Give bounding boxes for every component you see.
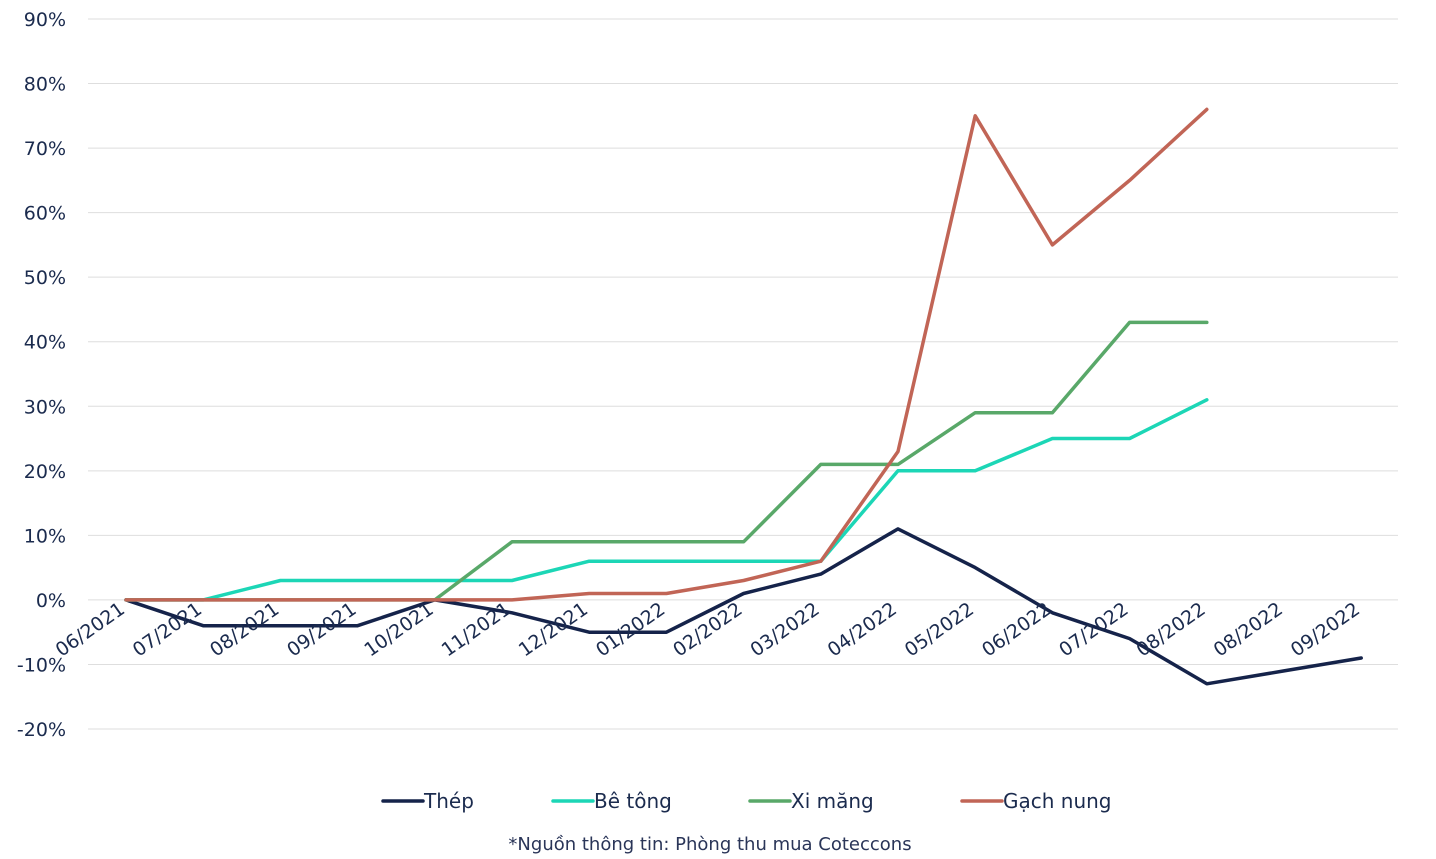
x-tick-label: 08/2022: [1210, 598, 1287, 661]
x-tick-label: 05/2022: [901, 598, 978, 661]
x-tick-label: 09/2021: [283, 598, 360, 661]
grid-layer: [88, 18, 1398, 730]
y-tick-label: 60%: [24, 203, 66, 225]
y-tick-label: 30%: [24, 396, 66, 418]
y-axis: 90% 80% 70% 60% 50% 40% 30% 20% 10% 0% -10% -20%: [17, 9, 66, 741]
y-tick-label: 20%: [24, 461, 66, 483]
y-tick-label: 0%: [36, 590, 66, 612]
legend-label-1: Bê tông: [594, 789, 672, 813]
legend-label-3: Gạch nung: [1003, 789, 1112, 813]
y-tick-label: 10%: [24, 525, 66, 547]
x-tick-label: 03/2022: [746, 598, 823, 661]
source-footnote: *Nguồn thông tin: Phòng thu mua Coteccon…: [508, 834, 911, 855]
x-tick-label: 07/2021: [129, 598, 206, 661]
x-tick-label: 09/2022: [1287, 598, 1364, 661]
series-line-3: [124, 107, 1209, 602]
y-tick-label: -20%: [17, 719, 66, 741]
x-tick-label: 07/2022: [1055, 598, 1132, 661]
legend: Thép Bê tông Xi măng Gạch nung: [381, 789, 1112, 813]
y-tick-label: 70%: [24, 138, 66, 160]
x-tick-label: 02/2022: [669, 598, 746, 661]
x-tick-label: 01/2022: [592, 598, 669, 661]
y-tick-label: 50%: [24, 267, 66, 289]
x-tick-label: 10/2021: [360, 598, 437, 661]
series-line-2: [124, 320, 1209, 602]
legend-label-2: Xi măng: [791, 789, 874, 813]
series-line-0: [124, 527, 1363, 686]
legend-label-0: Thép: [423, 789, 474, 813]
y-tick-label: 90%: [24, 9, 66, 31]
x-tick-label: 06/2022: [978, 598, 1055, 661]
x-tick-label: 08/2022: [1132, 598, 1209, 661]
y-tick-label: 80%: [24, 74, 66, 96]
series-layer: [124, 107, 1363, 686]
y-tick-label: 40%: [24, 332, 66, 354]
series-line-1: [124, 398, 1209, 602]
x-axis: 06/2021 07/2021 08/2021 09/2021 10/2021 11/20…: [52, 598, 1364, 661]
x-tick-label: 04/2022: [824, 598, 901, 661]
x-tick-label: 08/2021: [206, 598, 283, 661]
y-tick-label: -10%: [17, 654, 66, 676]
